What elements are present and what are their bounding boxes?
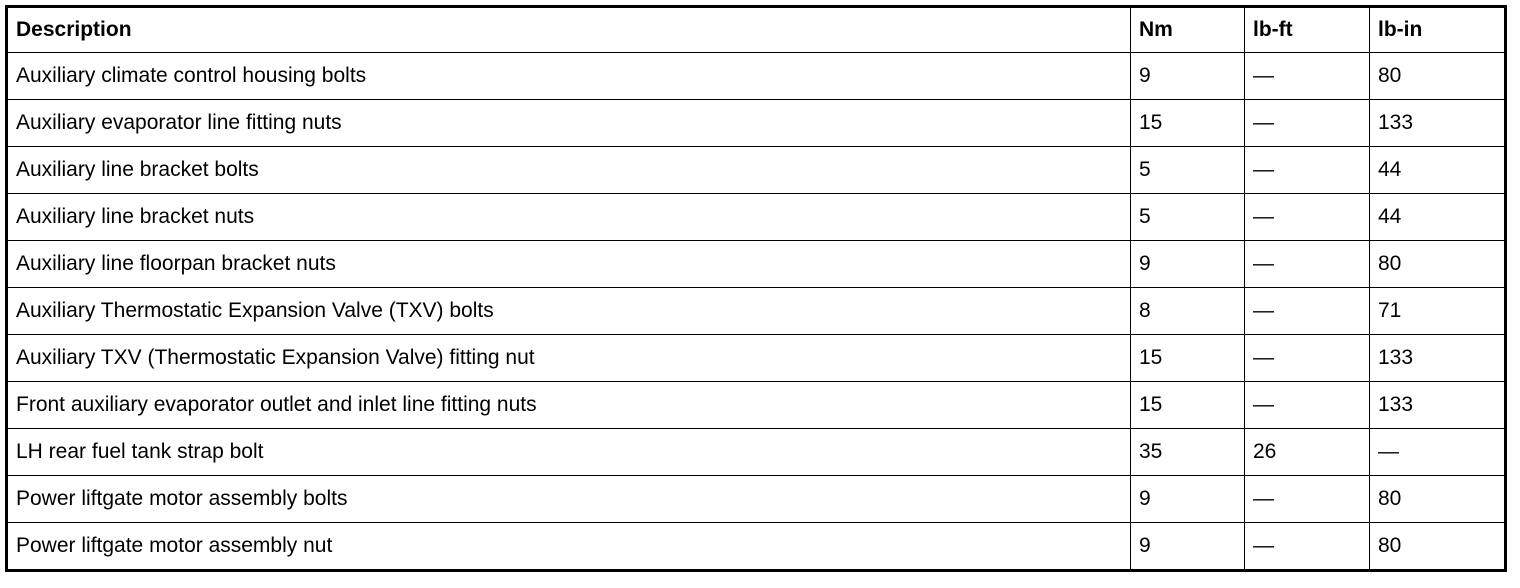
table-row: Auxiliary line bracket nuts 5—44 [6, 193, 1506, 241]
cell-nm: 15 [1130, 99, 1245, 147]
cell-lb-in: 44 [1369, 193, 1506, 241]
cell-nm: 8 [1130, 287, 1245, 335]
header-row: Description Nm lb-ft lb-in [6, 6, 1506, 53]
table-row: LH rear fuel tank strap bolt 35 26— [6, 428, 1506, 476]
cell-description: LH rear fuel tank strap bolt [6, 428, 1131, 476]
cell-description: Auxiliary TXV (Thermostatic Expansion Va… [6, 334, 1131, 382]
cell-lb-ft: — [1244, 193, 1370, 241]
cell-description: Auxiliary line floorpan bracket nuts [6, 240, 1131, 288]
table-row: Power liftgate motor assembly bolts 9—80 [6, 475, 1506, 523]
cell-nm: 5 [1130, 193, 1245, 241]
cell-description: Power liftgate motor assembly bolts [6, 475, 1131, 523]
cell-nm: 15 [1130, 381, 1245, 429]
cell-description: Auxiliary Thermostatic Expansion Valve (… [6, 287, 1131, 335]
cell-nm: 35 [1130, 428, 1245, 476]
cell-lb-ft: — [1244, 287, 1370, 335]
header-description: Description [6, 6, 1131, 53]
cell-nm: 9 [1130, 475, 1245, 523]
cell-nm: 9 [1130, 522, 1245, 571]
cell-lb-ft: — [1244, 52, 1370, 100]
cell-lb-in: 71 [1369, 287, 1506, 335]
cell-lb-ft: — [1244, 240, 1370, 288]
cell-lb-ft: — [1244, 475, 1370, 523]
header-nm: Nm [1130, 6, 1245, 53]
cell-lb-in: — [1369, 428, 1506, 476]
cell-description: Auxiliary line bracket nuts [6, 193, 1131, 241]
cell-nm: 9 [1130, 52, 1245, 100]
cell-description: Auxiliary evaporator line fitting nuts [6, 99, 1131, 147]
cell-lb-in: 80 [1369, 475, 1506, 523]
table-row: Auxiliary climate control housing bolts 9… [6, 52, 1506, 100]
table-row: Auxiliary line floorpan bracket nuts 9—80 [6, 240, 1506, 288]
cell-lb-ft: 26 [1244, 428, 1370, 476]
cell-lb-in: 133 [1369, 99, 1506, 147]
cell-nm: 5 [1130, 146, 1245, 194]
table-row: Auxiliary TXV (Thermostatic Expansion Va… [6, 334, 1506, 382]
cell-description: Power liftgate motor assembly nut [6, 522, 1131, 571]
cell-lb-in: 133 [1369, 334, 1506, 382]
cell-lb-ft: — [1244, 99, 1370, 147]
torque-specifications-table: Description Nm lb-ft lb-in Auxiliary cli… [5, 5, 1507, 572]
cell-lb-in: 80 [1369, 522, 1506, 571]
cell-lb-ft: — [1244, 381, 1370, 429]
table-row: Front auxiliary evaporator outlet and in… [6, 381, 1506, 429]
cell-description: Auxiliary line bracket bolts [6, 146, 1131, 194]
cell-lb-in: 80 [1369, 240, 1506, 288]
table-row: Auxiliary Thermostatic Expansion Valve (… [6, 287, 1506, 335]
cell-description: Auxiliary climate control housing bolts [6, 52, 1131, 100]
header-lb-ft: lb-ft [1244, 6, 1370, 53]
cell-lb-in: 80 [1369, 52, 1506, 100]
table-row: Auxiliary line bracket bolts 5—44 [6, 146, 1506, 194]
cell-lb-in: 133 [1369, 381, 1506, 429]
cell-nm: 9 [1130, 240, 1245, 288]
table-row: Power liftgate motor assembly nut 9—80 [6, 522, 1506, 571]
cell-lb-ft: — [1244, 522, 1370, 571]
table-row: Auxiliary evaporator line fitting nuts 15… [6, 99, 1506, 147]
header-lb-in: lb-in [1369, 6, 1506, 53]
cell-lb-ft: — [1244, 334, 1370, 382]
cell-description: Front auxiliary evaporator outlet and in… [6, 381, 1131, 429]
cell-nm: 15 [1130, 334, 1245, 382]
cell-lb-ft: — [1244, 146, 1370, 194]
cell-lb-in: 44 [1369, 146, 1506, 194]
